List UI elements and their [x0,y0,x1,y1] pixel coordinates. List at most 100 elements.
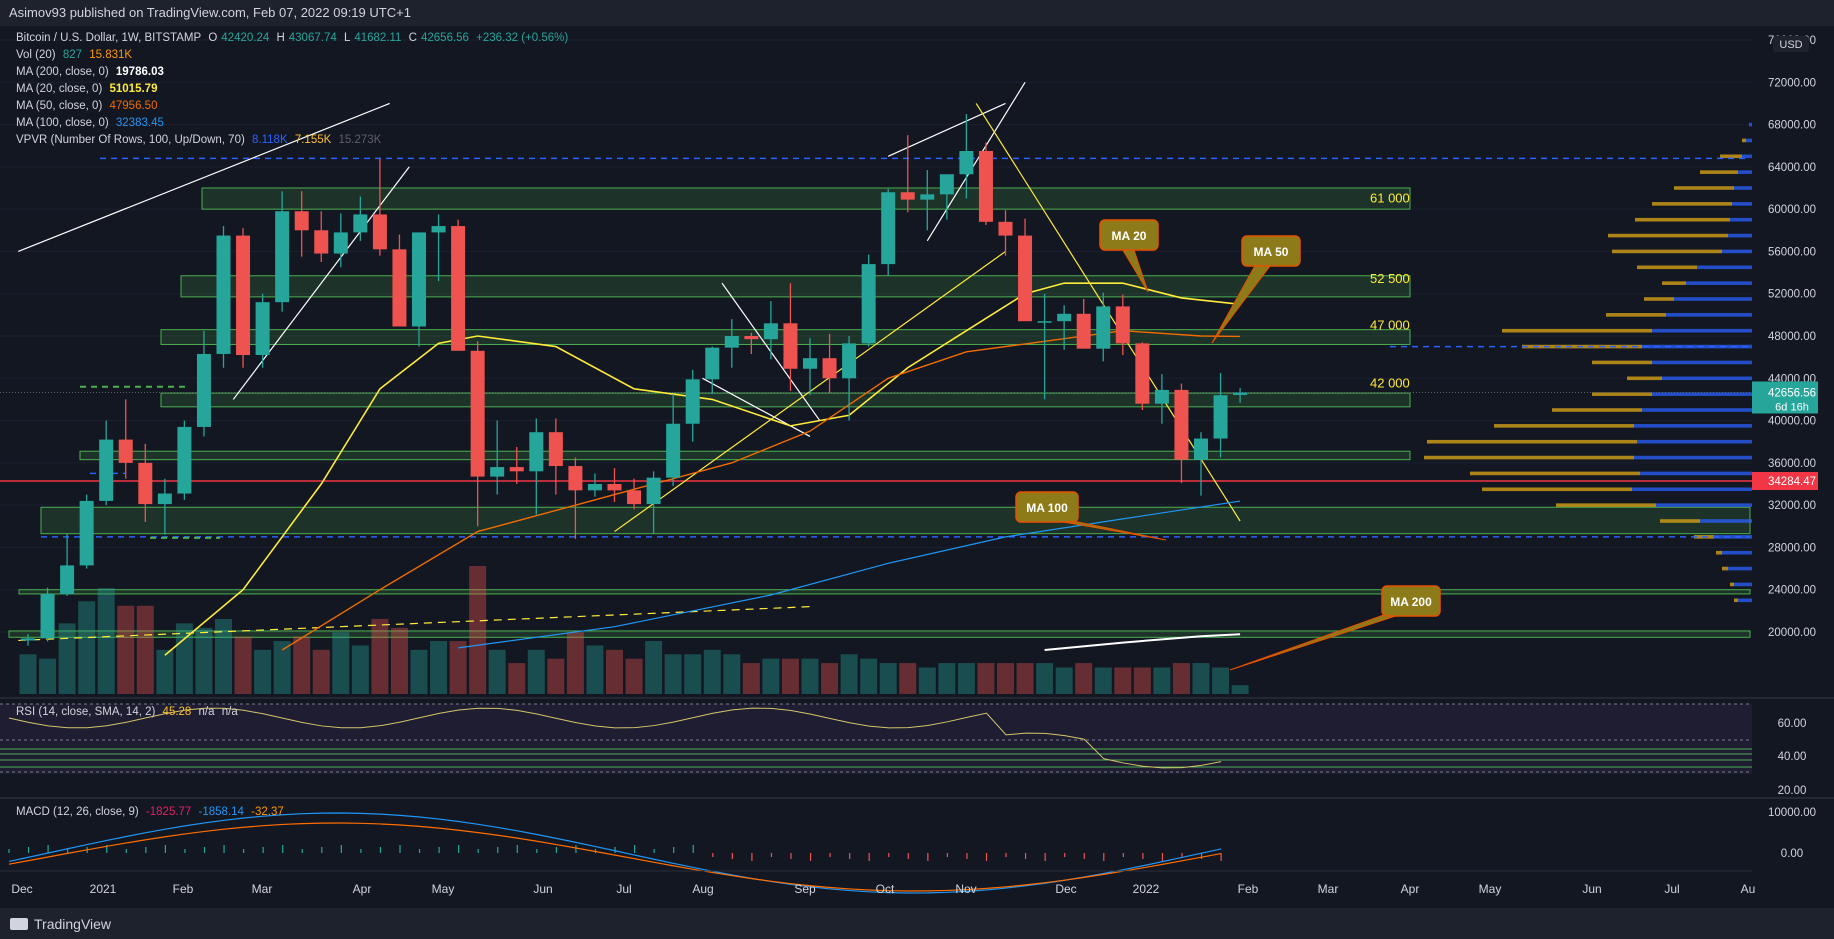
time-tick: Jun [533,882,552,896]
tradingview-logo[interactable]: TradingView [10,916,111,932]
price-tick: 36000.00 [1768,458,1816,470]
tradingview-logo-icon [10,918,28,930]
candle-body [509,467,524,472]
volume-bar [938,663,956,694]
vpvr-up-row [1738,598,1752,603]
volume-bar [488,649,506,694]
vpvr-down-row [1552,408,1642,412]
low-label: L [343,32,351,44]
callout-box [1099,219,1159,251]
vpvr-up-row [1728,566,1752,571]
candle-body [1115,306,1130,344]
vpvr-up-row [1734,186,1752,190]
time-tick: Au [1741,882,1756,896]
callout-box [1381,585,1441,617]
support-price-label: 34284.47 [1768,476,1816,488]
candle-body [1018,235,1033,322]
current-price-badge [1752,381,1818,414]
candle-body [79,500,94,566]
vpvr-down-row [1637,265,1697,270]
vpvr-down-row [1720,154,1742,159]
vpvr-up-row [1749,122,1752,127]
open-value: 42420.24 [221,32,270,44]
ma100-value: 32383.45 [115,117,164,129]
ma200-legend[interactable]: MA (200, close, 0) 19786.03 [16,66,168,78]
vpvr-up-row [1722,249,1752,254]
candle-body [60,565,75,594]
candles[interactable] [21,114,1248,646]
price-tick: 64000.00 [1768,162,1816,174]
candle-body [724,336,739,348]
price-chart[interactable]: MA 20 MA 50 MA 100 MA 200 61 000 52 500 47 000… [0,26,1834,908]
price-tick: 72000.00 [1768,77,1816,89]
candle-body [40,593,55,639]
ma20-legend[interactable]: MA (20, close, 0) 51015.79 [16,83,161,95]
vpvr-up-row [1652,328,1752,333]
price-tick: 68000.00 [1768,120,1816,132]
price-axis[interactable]: 76000.0072000.0068000.0064000.0060000.00… [0,26,1834,886]
candle-body [1076,313,1091,349]
candle-body [627,490,642,505]
ohlc-low: L 41682.11 [344,32,402,44]
price-tick: 48000.00 [1768,331,1816,343]
volume-bar [175,623,193,694]
volume-bar [781,658,799,694]
time-tick: 2022 [1133,882,1160,896]
candle-body [822,358,837,379]
candle-body [1096,306,1111,349]
rsi-tick: 40.00 [1778,751,1807,763]
candle-body [607,484,622,491]
ma50-legend[interactable]: MA (50, close, 0) 47956.50 [16,100,161,112]
rsi-label: RSI (14, close, SMA, 14, 2) [16,706,156,718]
publisher-bar: Asimov93 published on TradingView.com, F… [0,0,1834,26]
volume-bar [1172,663,1190,694]
open-label: O [208,32,218,44]
callout-pointer [1229,611,1409,671]
trend-line [702,377,811,437]
candle-body [412,232,426,327]
candle-body [275,211,290,303]
vpvr-down-row [1635,217,1730,222]
ma50-label: MA (50, close, 0) [16,100,103,112]
time-tick: Apr [1401,882,1420,896]
vpvr-up-row [1652,392,1752,396]
vpvr-up-row [1746,138,1752,143]
vpvr-up-row [1697,265,1752,270]
candle-body [568,466,583,491]
time-axis[interactable]: Dec 2021 Feb Mar Apr May Jun Jul Aug Sep Oct Nov Dec… [0,870,1756,896]
vpvr-up-row [1637,439,1752,444]
volume-bar [1133,667,1151,694]
ma100-legend[interactable]: MA (100, close, 0) 32383.45 [16,117,168,129]
countdown-label: 6d 16h [1775,401,1809,413]
macd-line-value: -1858.14 [198,806,244,818]
volume-bar [234,636,252,694]
rsi-legend[interactable]: RSI (14, close, SMA, 14, 2) 45.28 n/a n/… [16,706,242,718]
volume-bar [547,658,565,694]
callout-label: MA 50 [1254,245,1289,259]
vpvr-up-row [1634,455,1752,460]
time-tick: 2021 [90,882,117,896]
vpvr-legend[interactable]: VPVR (Number Of Rows, 100, Up/Down, 70) … [16,134,385,146]
macd-tick: 10000.00 [1768,807,1816,819]
time-tick: Mar [1318,882,1339,896]
candle-body [314,230,329,254]
volume-bar [1231,685,1249,694]
volume-bar [273,641,291,694]
volume-bar [566,632,584,694]
level-zone [18,589,1751,595]
volume-bar [684,654,702,694]
candle-body [118,439,133,463]
vpvr-down-row [1502,328,1652,333]
vpvr-up-row [1642,344,1752,349]
vpvr-down-row [1652,202,1732,206]
time-tick: Mar [252,882,273,896]
vpvr-down-row [1592,392,1652,396]
volume-bar [899,663,917,694]
macd-legend[interactable]: MACD (12, 26, close, 9) -1825.77 -1858.1… [16,806,288,818]
candle-body [1233,392,1248,395]
candle-body [1154,389,1169,404]
vpvr-up-row [1634,424,1752,428]
candle-body [451,226,466,351]
vol-legend[interactable]: Vol (20) 827 15.831K [16,49,136,61]
vpvr-down-row [1427,439,1637,444]
